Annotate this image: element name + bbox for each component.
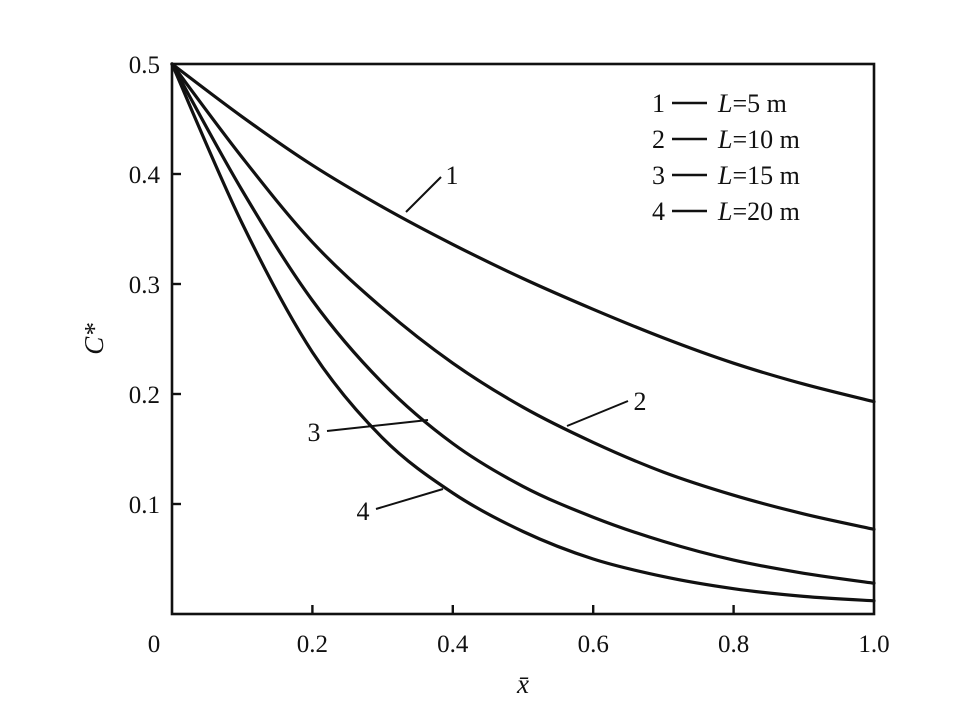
x-tick-label: 1.0: [858, 631, 889, 658]
legend-number: 4: [652, 197, 665, 226]
x-tick-label: 0.4: [437, 631, 469, 658]
curve-leader-2: [566, 400, 629, 427]
curve-label-2: 2: [634, 387, 647, 416]
plot-frame: [170, 62, 876, 616]
series-line-4: [170, 62, 876, 603]
legend-number: 3: [652, 161, 665, 190]
legend-label: L=20 m: [717, 197, 800, 226]
legend: 1 L=5 m 2 L=10 m 3 L=15 m 4 L=20 m: [652, 89, 800, 226]
series-line-1: [170, 62, 876, 404]
curve-label-4: 4: [357, 497, 370, 526]
series-line-3: [170, 62, 876, 585]
curve-leader-4: [375, 488, 444, 510]
y-tick-label: 0.5: [129, 52, 160, 79]
y-tick-label: 0.3: [129, 272, 160, 299]
curve-leader-3: [326, 419, 429, 432]
legend-label: L=10 m: [717, 125, 800, 154]
legend-number: 1: [652, 89, 665, 118]
x-tick-label: 0: [148, 631, 161, 658]
x-tick-label: 0.6: [578, 631, 609, 658]
curve-label-3: 3: [308, 418, 321, 447]
x-tick-label: 0.2: [297, 631, 328, 658]
x-axis-label: x̄: [516, 669, 529, 699]
series-line-2: [170, 62, 876, 531]
legend-number: 2: [652, 125, 665, 154]
y-tick-label: 0.4: [129, 162, 161, 189]
curve-label-1: 1: [446, 161, 459, 190]
curve-leader-1: [405, 176, 442, 213]
y-tick-label: 0.1: [129, 492, 160, 519]
axis-ticks: 0 0.2 0.4 0.6 0.8 1.0 0.1 0.2 0.3 0.4 0.5: [129, 52, 890, 658]
curve-labels: 1 2 3 4: [308, 161, 647, 526]
legend-label: L=5 m: [717, 89, 787, 118]
y-tick-label: 0.2: [129, 382, 160, 409]
y-axis-label: C*: [79, 323, 109, 355]
legend-label: L=15 m: [717, 161, 800, 190]
x-tick-label: 0.8: [718, 631, 749, 658]
series-group: [170, 62, 876, 603]
